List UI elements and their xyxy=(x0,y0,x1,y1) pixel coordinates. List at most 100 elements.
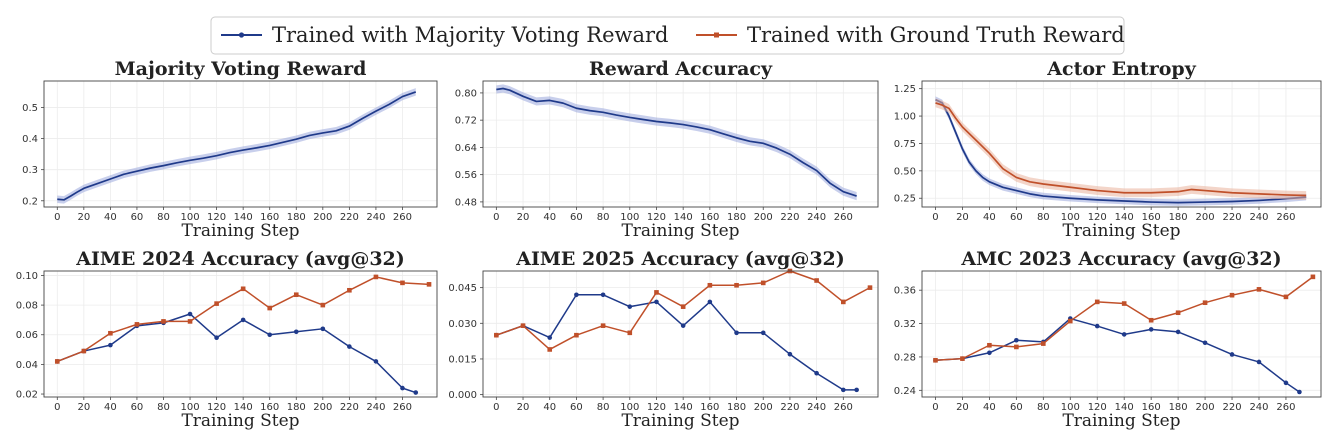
x-tick-label: 260 xyxy=(1276,212,1295,223)
data-point-ground-truth xyxy=(214,301,219,306)
x-tick-label: 20 xyxy=(77,212,90,223)
plot-area xyxy=(483,271,878,397)
y-tick-label: 0.56 xyxy=(455,170,477,181)
plot-area xyxy=(44,81,437,207)
x-tick-label: 80 xyxy=(157,212,170,223)
series-line-majority xyxy=(57,91,417,201)
y-tick-label: 0.32 xyxy=(894,319,916,330)
x-tick-label: 60 xyxy=(131,402,144,413)
x-tick-label: 80 xyxy=(1037,402,1050,413)
x-tick-label: 240 xyxy=(366,212,385,223)
data-point-majority xyxy=(680,323,686,328)
chart-title: Reward Accuracy xyxy=(589,58,773,80)
x-tick-label: 220 xyxy=(1222,402,1241,413)
chart-title: AMC 2023 Accuracy (avg@32) xyxy=(960,248,1281,270)
x-tick-label: 0 xyxy=(54,402,60,413)
x-tick-label: 260 xyxy=(393,212,412,223)
x-tick-label: 200 xyxy=(754,212,773,223)
data-point-ground-truth xyxy=(600,323,606,328)
legend-ground-truth-label: Trained with Ground Truth Reward xyxy=(747,23,1125,47)
x-tick-label: 80 xyxy=(1037,212,1050,223)
data-point-majority xyxy=(1014,337,1019,343)
x-tick-label: 20 xyxy=(517,212,530,223)
x-tick-label: 160 xyxy=(700,402,719,413)
y-tick-label: 0.08 xyxy=(16,301,38,312)
data-point-ground-truth xyxy=(1310,274,1316,280)
x-tick-label: 180 xyxy=(1169,402,1188,413)
y-tick-label: 0.04 xyxy=(16,360,38,371)
data-point-ground-truth xyxy=(320,302,326,308)
y-tick-label: 0.02 xyxy=(16,390,38,401)
data-point-majority xyxy=(707,299,713,305)
plot-frame xyxy=(921,80,1322,208)
data-point-ground-truth xyxy=(347,287,352,293)
data-point-ground-truth xyxy=(1148,317,1154,323)
y-tick-label: 0.36 xyxy=(894,286,916,297)
x-tick-label: 20 xyxy=(77,402,90,413)
data-point-ground-truth xyxy=(187,319,193,324)
x-tick-label: 180 xyxy=(1169,212,1188,223)
x-tick-label: 40 xyxy=(983,402,996,413)
data-point-ground-truth xyxy=(547,347,553,352)
x-tick-label: 220 xyxy=(340,402,359,413)
x-tick-label: 0 xyxy=(493,402,499,413)
data-point-majority xyxy=(214,335,219,341)
x-axis-label: Training Step xyxy=(181,221,299,241)
data-point-ground-truth xyxy=(867,285,873,290)
legend-frame xyxy=(210,16,1125,55)
x-tick-label: 120 xyxy=(647,212,666,223)
data-point-majority xyxy=(600,292,606,298)
data-point-majority xyxy=(1283,380,1289,386)
data-point-ground-truth xyxy=(680,304,686,309)
data-point-majority xyxy=(574,292,579,298)
legend: Trained with Majority Voting Reward Trai… xyxy=(210,16,1125,55)
x-tick-label: 160 xyxy=(700,212,719,223)
x-tick-label: 120 xyxy=(1088,402,1107,413)
legend-ground-truth-marker xyxy=(714,32,719,38)
x-tick-label: 80 xyxy=(597,402,610,413)
data-point-ground-truth xyxy=(1094,299,1100,305)
series-line-majority xyxy=(496,87,857,197)
data-point-majority xyxy=(760,330,766,336)
y-tick-label: 0.64 xyxy=(455,143,477,154)
y-tick-label: 0.28 xyxy=(894,352,916,363)
data-point-majority xyxy=(787,351,793,357)
x-tick-label: 260 xyxy=(834,402,853,413)
data-point-ground-truth xyxy=(814,278,819,283)
y-tick-label: 1.25 xyxy=(894,84,916,95)
plot-area xyxy=(922,81,1321,207)
data-point-ground-truth xyxy=(1229,292,1235,298)
x-tick-label: 220 xyxy=(780,212,799,223)
data-point-ground-truth xyxy=(574,332,579,338)
x-tick-label: 40 xyxy=(104,402,117,413)
x-tick-label: 260 xyxy=(1276,402,1295,413)
x-tick-label: 160 xyxy=(260,402,279,413)
data-point-ground-truth xyxy=(54,359,60,364)
x-tick-label: 120 xyxy=(647,402,666,413)
data-point-ground-truth xyxy=(293,292,299,298)
data-point-majority xyxy=(814,370,819,376)
x-tick-label: 260 xyxy=(393,402,412,413)
x-tick-label: 60 xyxy=(1010,212,1023,223)
chart-panel-1: Majority Voting Reward 0 20 40 60 80 100 120 140… xyxy=(22,58,438,241)
data-point-majority xyxy=(240,317,246,323)
y-tick-label: 0.015 xyxy=(448,354,477,365)
data-point-ground-truth xyxy=(426,282,432,287)
data-point-ground-truth xyxy=(1256,287,1262,292)
series-line-majority xyxy=(935,98,1307,204)
x-axis-label: Training Step xyxy=(621,221,739,241)
y-tick-label: 0.48 xyxy=(455,197,477,208)
chart-panel-4: AIME 2024 Accuracy (avg@32) 0 20 40 60 80 100 1… xyxy=(16,248,438,431)
y-tick-label: 0.72 xyxy=(455,116,477,127)
y-tick-label: 0.24 xyxy=(894,386,916,397)
x-axis-label: Training Step xyxy=(181,411,299,431)
x-tick-label: 100 xyxy=(1061,402,1080,413)
chart-title: AIME 2025 Accuracy (avg@32) xyxy=(515,248,845,270)
x-tick-label: 100 xyxy=(620,402,639,413)
chart-panel-2: Reward Accuracy 0 20 40 60 80 100 120 140 160 180 2… xyxy=(455,58,879,241)
x-tick-label: 80 xyxy=(597,212,610,223)
data-point-ground-truth xyxy=(267,305,273,311)
y-tick-label: 0.25 xyxy=(894,194,916,205)
x-tick-label: 240 xyxy=(1249,402,1268,413)
chart-panel-6: AMC 2023 Accuracy (avg@32) 0 20 40 60 80 100 12… xyxy=(894,248,1322,431)
